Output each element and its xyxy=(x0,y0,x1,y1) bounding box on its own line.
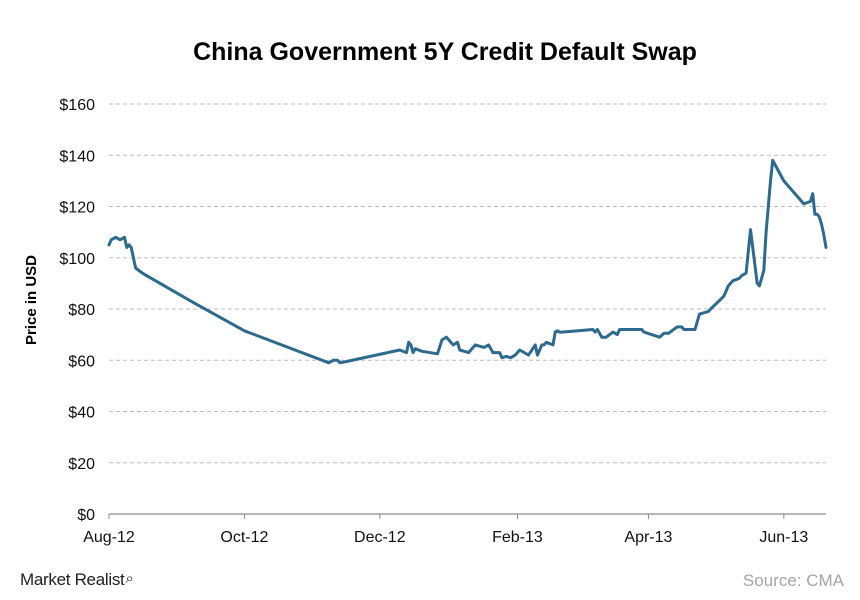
x-tick-label: Dec-12 xyxy=(354,529,406,546)
brand-logo: Market Realist⌕ xyxy=(20,570,134,590)
x-tick-label: Apr-13 xyxy=(624,529,672,546)
magnifier-icon: ⌕ xyxy=(125,570,134,587)
source-note: Source: CMA xyxy=(742,571,844,590)
brand-logo-text: Market Realist xyxy=(20,570,125,589)
y-axis-label: Price in USD xyxy=(23,255,40,345)
x-tick-label: Jun-13 xyxy=(759,529,808,546)
y-tick-label: $80 xyxy=(68,302,95,319)
series-layer xyxy=(107,158,828,365)
y-tick-label: $40 xyxy=(68,405,95,422)
cds-price-line xyxy=(107,158,828,365)
axes xyxy=(108,513,826,519)
x-tick-label: Oct-12 xyxy=(220,529,268,546)
x-tick-label: Aug-12 xyxy=(83,529,135,546)
tick-labels: $0 $20 $40 $60 $80 $100 $120 $140 $160 Aug-12 Oct-… xyxy=(59,97,808,546)
y-tick-label: $60 xyxy=(68,353,95,370)
y-tick-label: $100 xyxy=(59,251,95,268)
x-tick-label: Feb-13 xyxy=(492,529,543,546)
y-tick-label: $20 xyxy=(68,456,95,473)
y-tick-label: $120 xyxy=(59,200,95,217)
chart-title: China Government 5Y Credit Default Swap xyxy=(193,38,697,66)
grid-lines xyxy=(109,103,826,464)
y-tick-label: $160 xyxy=(59,97,95,114)
y-tick-label: $140 xyxy=(59,148,95,165)
y-tick-label: $0 xyxy=(77,507,95,524)
